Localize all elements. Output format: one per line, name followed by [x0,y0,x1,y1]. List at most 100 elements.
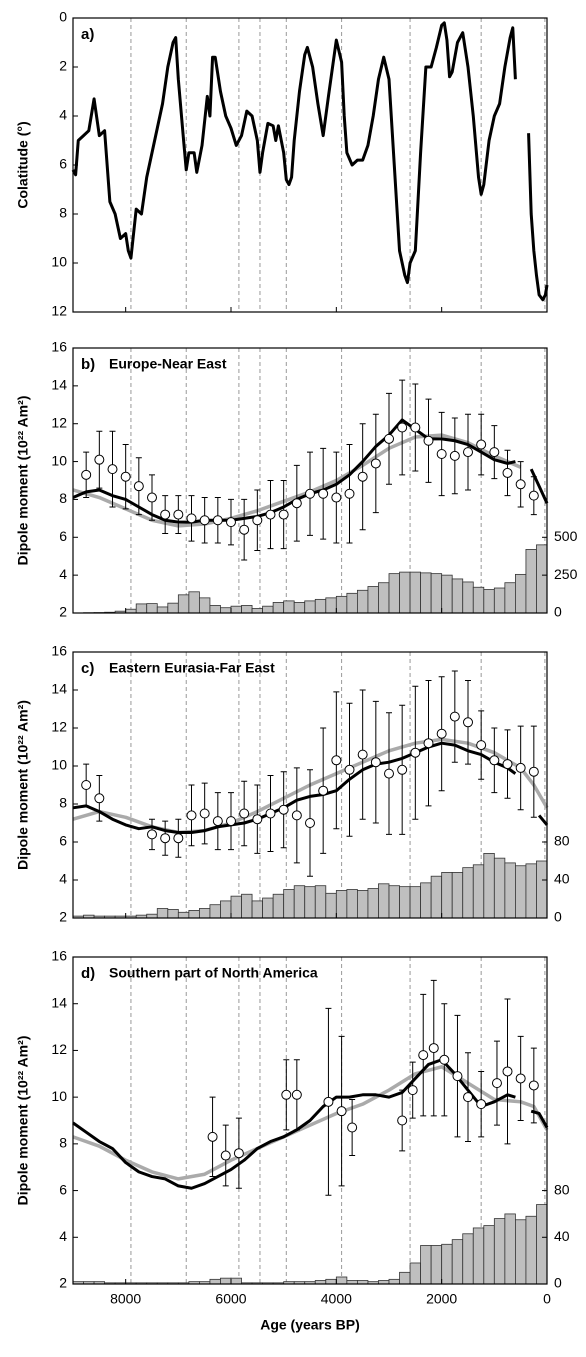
histogram-bar [525,863,537,919]
histogram-bar [388,573,400,614]
data-point [463,1092,473,1103]
panel-label: b) [81,356,95,373]
data-point [463,717,473,728]
data-point [318,785,329,796]
data-point [120,471,131,482]
data-point [410,422,421,433]
y-tick-label: 8 [59,490,67,506]
y2-tick-label: 250 [554,566,578,582]
y-tick-label: 8 [59,205,67,221]
histogram-bar [472,864,485,919]
data-point [357,471,368,482]
histogram-bar [325,892,337,919]
histogram-bar [451,872,464,919]
histogram-bar [156,606,169,614]
histogram-bar [504,1213,516,1285]
histogram-bar [146,603,158,614]
y-tick-label: 14 [51,377,67,393]
data-point [81,469,92,480]
data-point [305,818,315,828]
data-point [423,435,434,446]
data-point [489,755,500,766]
data-point [291,810,302,821]
panel [72,957,549,1285]
data-point [357,749,368,760]
panel [72,652,549,919]
histogram-bar [220,900,232,919]
y-tick-label: 4 [59,107,67,123]
histogram-bar [409,1262,422,1285]
data-point [265,808,276,819]
data-point [502,759,513,770]
histogram-bar [367,888,379,919]
y-tick-label: 10 [51,757,67,773]
histogram-bar [420,572,432,614]
data-point [502,467,513,478]
y-tick-label: 16 [51,643,67,659]
histogram-bar [335,1276,348,1285]
data-point [489,447,500,458]
data-point [515,1073,526,1084]
data-point [305,488,315,499]
x-tick-label: 8000 [110,1291,141,1307]
y-tick-label: 10 [51,452,67,468]
histogram-bar [272,893,285,919]
data-point [476,439,487,450]
y2-tick-label: 0 [554,1275,562,1291]
data-point [252,515,263,526]
y-tick-label: 6 [59,528,67,544]
panel [71,18,549,312]
y-tick-label: 4 [59,871,67,887]
plot-frame [72,651,548,919]
histogram-bar [156,908,169,919]
histogram-bar [251,900,263,919]
data-point [331,492,342,503]
data-point [344,488,355,499]
histogram-bar [441,574,453,614]
data-point [449,711,460,722]
data-point [226,517,236,528]
histogram-bar [230,895,242,919]
y2-tick-label: 0 [554,604,562,620]
data-point [212,816,223,827]
histogram-bar [515,865,527,919]
data-point [291,498,302,509]
histogram-bar [335,595,348,614]
histogram-bar [188,910,200,919]
histogram-bar [483,1225,495,1285]
data-point [147,492,157,503]
y-tick-label: 2 [59,58,67,74]
y-tick-label: 2 [59,909,67,925]
histogram-bar [493,1218,506,1285]
histogram-bar [420,882,432,919]
histogram-bar [525,1215,537,1285]
data-point [186,513,197,524]
histogram-bar [325,597,337,614]
histogram-bar [304,600,316,614]
y-tick-label: 16 [51,339,67,355]
data-point [436,449,447,459]
histogram-bar [262,897,274,919]
data-point [291,1089,302,1100]
histogram-bar [515,573,527,614]
histogram-bar [293,602,306,614]
histogram-bar [462,1233,474,1285]
data-point [278,804,289,815]
histogram-bar [399,571,411,614]
data-point [252,814,263,825]
y-tick-label: 4 [59,566,67,582]
data-point [347,1122,358,1133]
histogram-bar [283,889,295,919]
y2-tick-label: 80 [554,833,570,849]
histogram-bar [462,581,474,614]
data-point [281,1089,292,1100]
panel-title: Europe-Near East [109,356,227,372]
y-tick-label: 10 [51,1088,67,1104]
histogram-bar [420,1245,432,1285]
x-axis-label: Age (years BP) [260,1317,360,1333]
histogram-bar [536,1204,548,1285]
x-tick-label: 4000 [321,1291,352,1307]
y-tick-label: 6 [59,833,67,849]
histogram-bar [251,608,263,614]
